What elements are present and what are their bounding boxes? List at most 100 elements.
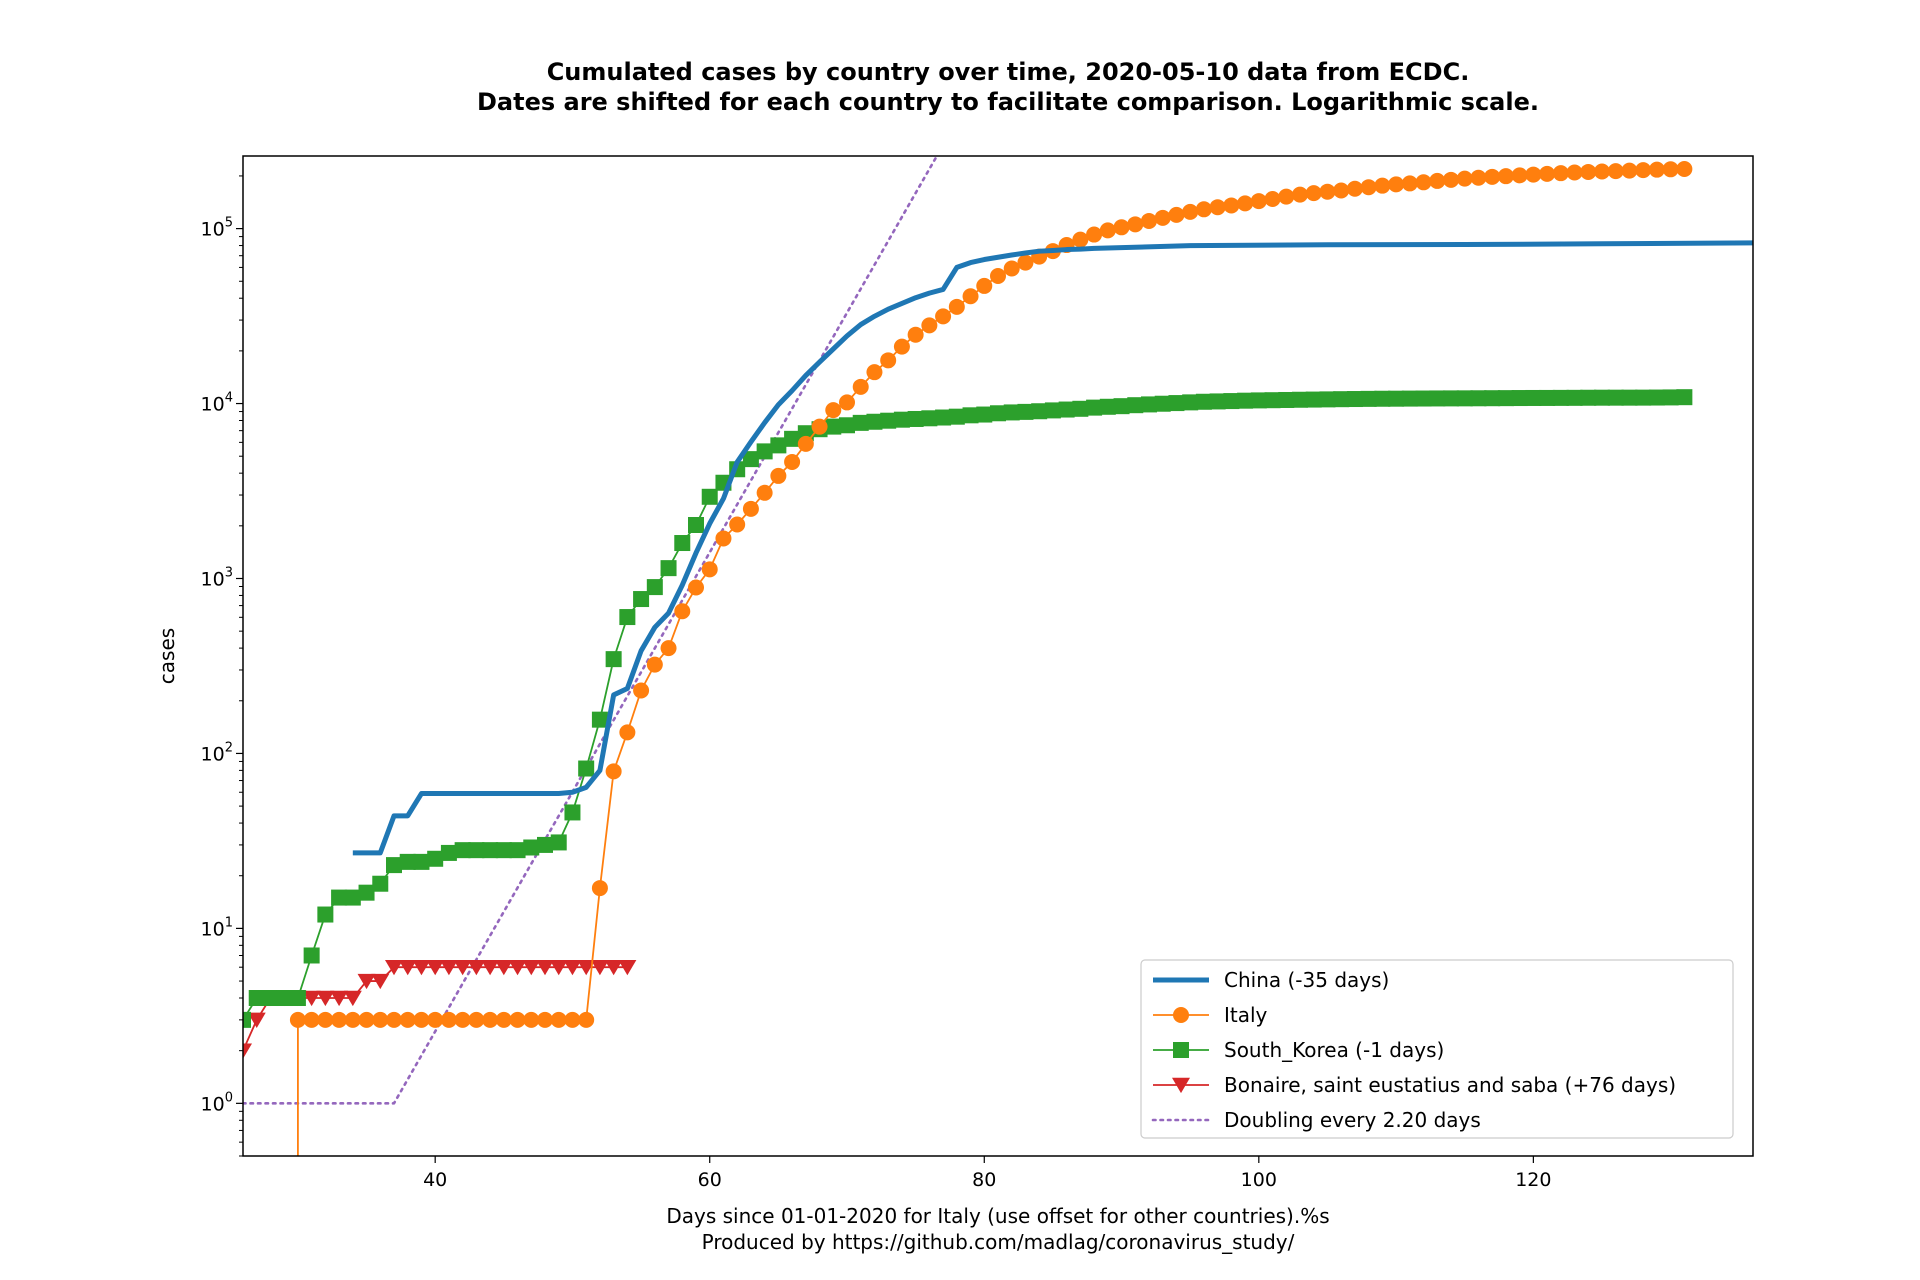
- data-point: [1676, 389, 1693, 406]
- data-point: [1264, 191, 1281, 208]
- data-point: [825, 402, 842, 419]
- data-point: [1099, 222, 1116, 239]
- data-point: [1388, 390, 1405, 407]
- data-point: [660, 560, 677, 577]
- legend-label: Bonaire, saint eustatius and saba (+76 d…: [1224, 1073, 1676, 1097]
- y-tick-label: 100: [201, 1090, 233, 1115]
- data-point: [358, 1011, 375, 1028]
- data-point: [1017, 403, 1034, 420]
- y-tick-base: 10: [201, 568, 225, 590]
- data-point: [1141, 212, 1157, 229]
- data-point: [1182, 203, 1199, 220]
- data-point: [880, 412, 897, 429]
- data-point: [811, 418, 828, 435]
- y-tick-label: 103: [201, 565, 233, 590]
- data-point: [537, 836, 553, 853]
- legend-frame: [1140, 959, 1734, 1139]
- data-point: [1429, 172, 1446, 189]
- legend-label: China (-35 days): [1224, 968, 1389, 992]
- data-point: [372, 875, 389, 892]
- data-point: [715, 530, 732, 547]
- data-point: [605, 763, 622, 780]
- data-point: [482, 1011, 499, 1028]
- data-point: [1497, 168, 1514, 185]
- y-tick-base: 10: [201, 918, 225, 940]
- data-point: [357, 973, 376, 990]
- data-point: [1333, 182, 1350, 199]
- data-point: [495, 1011, 512, 1028]
- data-point: [701, 488, 718, 505]
- data-point: [1223, 197, 1240, 214]
- data-point: [701, 561, 718, 578]
- data-point: [1635, 162, 1652, 179]
- data-point: [1346, 391, 1363, 408]
- data-point: [549, 960, 568, 976]
- data-point: [1360, 390, 1377, 407]
- plot-area: [243, 156, 1753, 1156]
- data-point: [398, 960, 417, 976]
- data-point: [331, 1011, 348, 1028]
- data-point: [536, 960, 554, 976]
- y-tick-base: 10: [201, 1093, 225, 1115]
- data-point: [1470, 169, 1487, 186]
- data-point: [343, 990, 362, 1007]
- data-point: [1237, 195, 1254, 212]
- data-point: [1580, 389, 1597, 406]
- data-point: [976, 406, 993, 423]
- data-point: [453, 960, 472, 976]
- y-tick-exponent: 3: [225, 565, 233, 580]
- data-point: [467, 960, 486, 976]
- chart-title-line-1: Cumulated cases by country over time, 20…: [547, 58, 1470, 86]
- legend-item: South_Korea (-1 days): [1153, 1038, 1444, 1062]
- data-point: [1443, 390, 1459, 407]
- legend-marker: [1173, 1007, 1189, 1023]
- data-point: [1511, 167, 1528, 184]
- data-point: [1388, 176, 1405, 193]
- data-point: [440, 844, 457, 861]
- data-point: [1552, 165, 1569, 182]
- legend-label: Italy: [1224, 1003, 1268, 1027]
- data-point: [427, 1011, 444, 1028]
- data-point: [1415, 174, 1432, 191]
- x-tick-label: 60: [698, 1169, 722, 1191]
- data-point: [729, 516, 746, 533]
- data-point: [385, 960, 403, 976]
- data-point: [1648, 389, 1665, 406]
- legend-item: Bonaire, saint eustatius and saba (+76 d…: [1153, 1073, 1676, 1097]
- data-point: [590, 960, 609, 976]
- data-point: [756, 484, 773, 501]
- data-point: [1621, 389, 1638, 406]
- data-point: [413, 853, 430, 870]
- data-point: [1539, 165, 1556, 182]
- data-point: [1278, 188, 1295, 205]
- data-point: [454, 842, 471, 859]
- data-point: [331, 889, 348, 906]
- data-point: [1552, 389, 1569, 406]
- data-point: [619, 724, 636, 741]
- data-point: [509, 1011, 526, 1028]
- data-point: [386, 1011, 402, 1028]
- y-tick-base: 10: [201, 743, 225, 765]
- data-point: [839, 417, 855, 434]
- data-point: [1374, 177, 1391, 194]
- series-line: [243, 156, 939, 1105]
- data-point: [1031, 403, 1048, 420]
- data-point: [921, 317, 938, 334]
- data-point: [1292, 186, 1308, 203]
- data-point: [1374, 390, 1391, 407]
- data-point: [243, 1043, 252, 1059]
- data-point: [1113, 398, 1130, 415]
- data-point: [893, 338, 910, 355]
- data-point: [1127, 397, 1144, 414]
- data-point: [1305, 391, 1322, 408]
- data-point: [1415, 390, 1432, 407]
- data-point: [935, 308, 952, 325]
- data-point: [880, 352, 897, 369]
- data-point: [1594, 389, 1610, 406]
- data-point: [523, 839, 540, 856]
- data-point: [852, 414, 869, 431]
- data-point: [1539, 389, 1556, 406]
- data-point: [1456, 390, 1473, 407]
- data-point: [1401, 390, 1418, 407]
